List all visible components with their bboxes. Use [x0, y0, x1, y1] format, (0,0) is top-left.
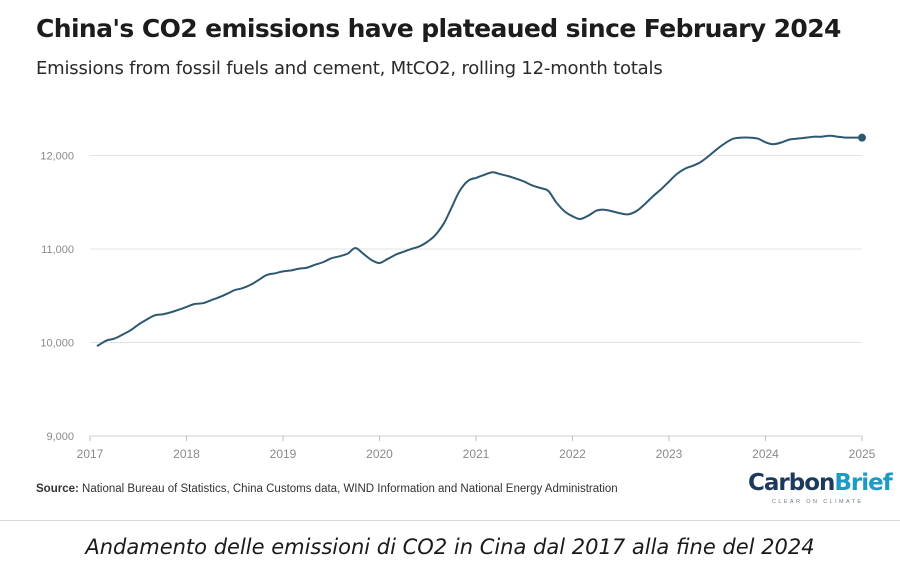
x-tick-label: 2019 [270, 447, 297, 461]
end-point-marker [858, 133, 866, 142]
caption-divider [0, 520, 900, 521]
source-note: Source: National Bureau of Statistics, C… [36, 483, 618, 495]
chart-title: China's CO2 emissions have plateaued sin… [36, 14, 841, 43]
x-tick-labels: 2017 2018 2019 2020 2021 2022 2023 2024 2025 [77, 447, 876, 461]
y-tick-labels: 9,000 10,000 11,000 12,000 [40, 150, 74, 443]
chart-subtitle: Emissions from fossil fuels and cement, … [36, 58, 663, 79]
logo-wordmark: CarbonBrief [748, 470, 893, 496]
x-tick-label: 2017 [77, 447, 104, 461]
x-tick-label: 2025 [849, 447, 876, 461]
y-tick-label: 9,000 [46, 431, 74, 443]
image-caption: Andamento delle emissioni di CO2 in Cina… [85, 535, 815, 559]
x-tick-label: 2020 [366, 447, 393, 461]
carbonbrief-logo: CarbonBrief CLEAR ON CLIMATE [748, 470, 893, 510]
logo-part-carbon: Carbon [748, 470, 835, 496]
series-line [96, 134, 863, 347]
y-tick-label: 12,000 [40, 150, 74, 162]
x-tick-label: 2022 [559, 447, 586, 461]
logo-tagline: CLEAR ON CLIMATE [772, 499, 864, 505]
logo-part-brief: Brief [834, 470, 892, 496]
y-tick-label: 11,000 [41, 244, 74, 256]
x-tick-label: 2024 [752, 447, 779, 461]
series-layer [96, 133, 866, 347]
x-tick-label: 2023 [656, 447, 683, 461]
y-tick-label: 10,000 [40, 337, 74, 349]
x-tick-label: 2021 [463, 447, 490, 461]
line-chart: 9,000 10,000 11,000 12,000 2017 2018 2019 2020… [40, 133, 876, 461]
gridlines [89, 154, 863, 441]
source-text: National Bureau of Statistics, China Cus… [78, 483, 618, 495]
source-label: Source: [36, 483, 79, 495]
x-tick-label: 2018 [173, 447, 200, 461]
